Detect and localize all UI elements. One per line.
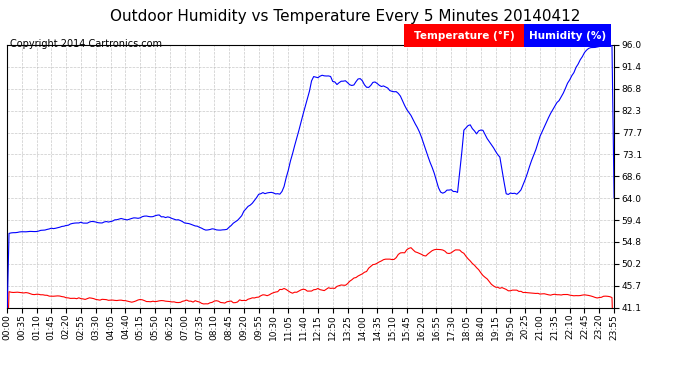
Text: Outdoor Humidity vs Temperature Every 5 Minutes 20140412: Outdoor Humidity vs Temperature Every 5 … <box>110 9 580 24</box>
Text: Humidity (%): Humidity (%) <box>529 31 606 40</box>
Text: Temperature (°F): Temperature (°F) <box>413 31 515 40</box>
Text: Copyright 2014 Cartronics.com: Copyright 2014 Cartronics.com <box>10 39 162 50</box>
